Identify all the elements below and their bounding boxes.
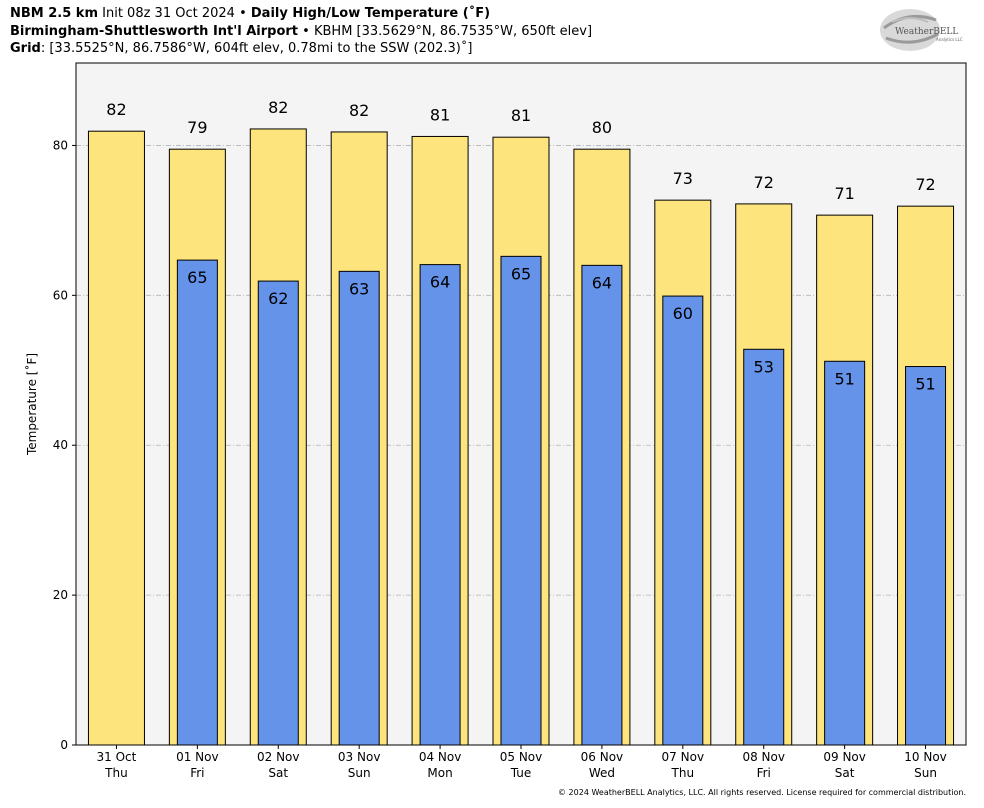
x-tick-date-label: 06 Nov: [581, 750, 624, 764]
low-temp-label: 63: [349, 279, 369, 298]
y-tick-label: 0: [60, 738, 68, 752]
low-temp-label: 51: [834, 369, 854, 388]
high-temp-label: 81: [430, 105, 450, 124]
separator: •: [239, 6, 247, 21]
high-temp-label: 73: [673, 169, 693, 188]
init-time: Init 08z 31 Oct 2024: [102, 6, 235, 21]
x-tick-day-label: Tue: [510, 766, 532, 780]
x-tick-date-label: 05 Nov: [500, 750, 543, 764]
header-line-2: Birmingham-Shuttlesworth Int'l Airport •…: [10, 24, 592, 40]
high-temp-label: 82: [106, 100, 126, 119]
copyright-notice: © 2024 WeatherBELL Analytics, LLC. All r…: [558, 788, 966, 797]
low-temp-label: 64: [592, 273, 612, 292]
x-tick-date-label: 01 Nov: [176, 750, 219, 764]
high-temp-label: 81: [511, 106, 531, 125]
logo-subtext: Analytics LLC: [936, 37, 963, 42]
grid-detail: : [33.5525°N, 86.7586°W, 604ft elev, 0.7…: [40, 41, 473, 56]
x-tick-date-label: 09 Nov: [823, 750, 866, 764]
x-tick-date-label: 31 Oct: [97, 750, 137, 764]
low-temp-label: 64: [430, 273, 450, 292]
x-tick-day-label: Fri: [190, 766, 204, 780]
product-title: Daily High/Low Temperature (˚F): [250, 6, 491, 21]
low-temp-bar: [824, 360, 866, 746]
station-name: Birmingham-Shuttlesworth Int'l Airport: [10, 24, 299, 39]
x-tick-date-label: 04 Nov: [419, 750, 462, 764]
high-temp-bar: [87, 130, 145, 746]
plot-frame: [75, 62, 967, 746]
low-temp-bar: [905, 366, 947, 746]
model-name: NBM 2.5 km: [10, 6, 98, 21]
low-temp-label: 65: [511, 264, 531, 283]
low-temp-bar: [257, 280, 299, 746]
x-tick-date-label: 02 Nov: [257, 750, 300, 764]
low-temp-bar: [176, 259, 218, 746]
x-tick-date-label: 08 Nov: [742, 750, 785, 764]
high-temp-label: 72: [754, 173, 774, 192]
low-temp-label: 65: [187, 268, 207, 287]
x-tick-day-label: Thu: [104, 766, 128, 780]
high-temp-label: 79: [187, 118, 207, 137]
high-temp-label: 71: [834, 184, 854, 203]
x-tick-date-label: 07 Nov: [662, 750, 705, 764]
x-axis: 31 Oct Thu 01 Nov Fri 02 Nov Sat 03 Nov Sun 04 N…: [97, 745, 947, 780]
x-tick-day-label: Mon: [427, 766, 452, 780]
low-temp-bar: [743, 348, 785, 746]
high-temp-label: 80: [592, 118, 612, 137]
x-tick-day-label: Sun: [348, 766, 371, 780]
y-tick-label: 60: [53, 288, 68, 302]
low-temp-bar: [662, 295, 704, 746]
grid-label: Grid: [10, 41, 41, 56]
x-tick-day-label: Sun: [914, 766, 937, 780]
logo-text: WeatherBELL: [895, 27, 958, 37]
low-temp-label: 53: [754, 357, 774, 376]
y-axis-title: Temperature [˚F]: [24, 353, 39, 456]
x-tick-date-label: 10 Nov: [904, 750, 947, 764]
header-line-3: Grid: [33.5525°N, 86.7586°W, 604ft elev,…: [10, 41, 472, 57]
y-axis: 0 20 40 60 80: [53, 138, 76, 752]
x-tick-day-label: Sat: [835, 766, 855, 780]
low-temp-bar: [419, 264, 461, 746]
x-tick-day-label: Wed: [589, 766, 615, 780]
low-temp-label: 51: [915, 375, 935, 394]
header-line-1: NBM 2.5 km Init 08z 31 Oct 2024 • Daily …: [10, 6, 490, 22]
high-temp-label: 72: [915, 175, 935, 194]
low-temp-bar: [500, 255, 542, 746]
low-temp-bar: [338, 270, 380, 746]
high-temp-label: 82: [268, 98, 288, 117]
y-tick-label: 20: [53, 588, 68, 602]
low-temp-bar: [581, 264, 623, 746]
low-temp-label: 60: [673, 304, 693, 323]
separator: •: [302, 24, 310, 39]
y-tick-label: 40: [53, 438, 68, 452]
x-tick-day-label: Sat: [268, 766, 288, 780]
weatherbell-logo: WeatherBELL Analytics LLC: [880, 9, 963, 51]
y-tick-label: 80: [53, 138, 68, 152]
low-temp-label: 62: [268, 289, 288, 308]
x-tick-day-label: Thu: [671, 766, 695, 780]
station-detail: KBHM [33.5629°N, 86.7535°W, 650ft elev]: [313, 24, 593, 39]
bars: 82 79 65 82 62 82 63 81 64 81 65 80 64 73 60 72 53 71 51 72…: [87, 98, 955, 746]
x-tick-day-label: Fri: [757, 766, 771, 780]
high-temp-label: 82: [349, 101, 369, 120]
x-tick-date-label: 03 Nov: [338, 750, 381, 764]
